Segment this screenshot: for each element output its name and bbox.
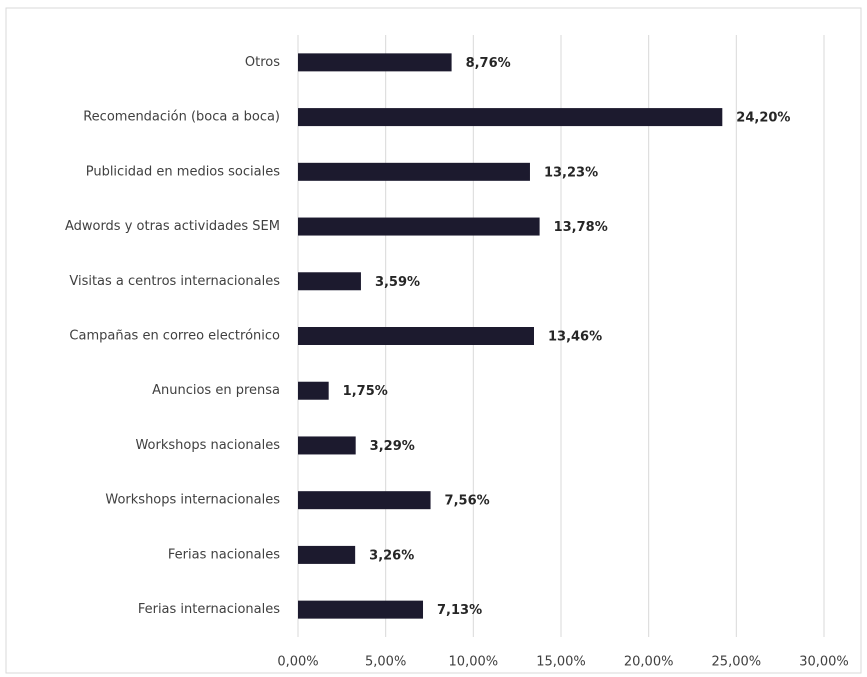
value-label: 1,75% bbox=[343, 384, 388, 399]
chart-frame bbox=[5, 7, 862, 674]
x-tick-label: 20,00% bbox=[624, 655, 674, 670]
value-label: 7,13% bbox=[437, 603, 482, 618]
y-tick-label: Campañas en correo electrónico bbox=[69, 329, 280, 344]
bar bbox=[298, 436, 356, 455]
value-label: 13,23% bbox=[544, 165, 598, 180]
y-tick-label: Otros bbox=[245, 55, 280, 70]
value-label: 13,46% bbox=[548, 330, 602, 345]
x-tick-label: 0,00% bbox=[277, 655, 318, 670]
bar bbox=[298, 600, 424, 619]
x-tick-label: 25,00% bbox=[712, 655, 762, 670]
bar bbox=[298, 491, 431, 510]
value-label: 3,59% bbox=[375, 275, 420, 290]
value-label: 3,29% bbox=[370, 439, 415, 454]
y-tick-label: Anuncios en prensa bbox=[152, 383, 280, 398]
bar bbox=[298, 53, 452, 72]
y-tick-label: Ferias nacionales bbox=[168, 547, 280, 562]
bar bbox=[298, 381, 329, 400]
value-label: 8,76% bbox=[466, 56, 511, 71]
bar bbox=[298, 108, 723, 127]
x-tick-label: 30,00% bbox=[799, 655, 849, 670]
value-label: 24,20% bbox=[736, 111, 790, 126]
bar bbox=[298, 162, 530, 181]
y-tick-label: Workshops nacionales bbox=[135, 438, 280, 453]
y-tick-label: Recomendación (boca a boca) bbox=[83, 110, 280, 125]
y-tick-label: Publicidad en medios sociales bbox=[86, 164, 281, 179]
value-label: 7,56% bbox=[445, 494, 490, 509]
y-tick-label: Ferias internacionales bbox=[138, 602, 280, 617]
x-tick-label: 10,00% bbox=[449, 655, 499, 670]
y-tick-label: Workshops internacionales bbox=[105, 493, 280, 508]
value-label: 3,26% bbox=[369, 548, 414, 563]
x-tick-label: 15,00% bbox=[536, 655, 586, 670]
y-tick-label: Adwords y otras actividades SEM bbox=[65, 219, 280, 234]
x-tick-label: 5,00% bbox=[365, 655, 406, 670]
bar bbox=[298, 327, 534, 345]
y-tick-label: Visitas a centros internacionales bbox=[69, 274, 280, 289]
bar bbox=[298, 217, 540, 236]
value-label: 13,78% bbox=[554, 220, 608, 235]
bar bbox=[298, 272, 361, 291]
bar bbox=[298, 545, 356, 564]
